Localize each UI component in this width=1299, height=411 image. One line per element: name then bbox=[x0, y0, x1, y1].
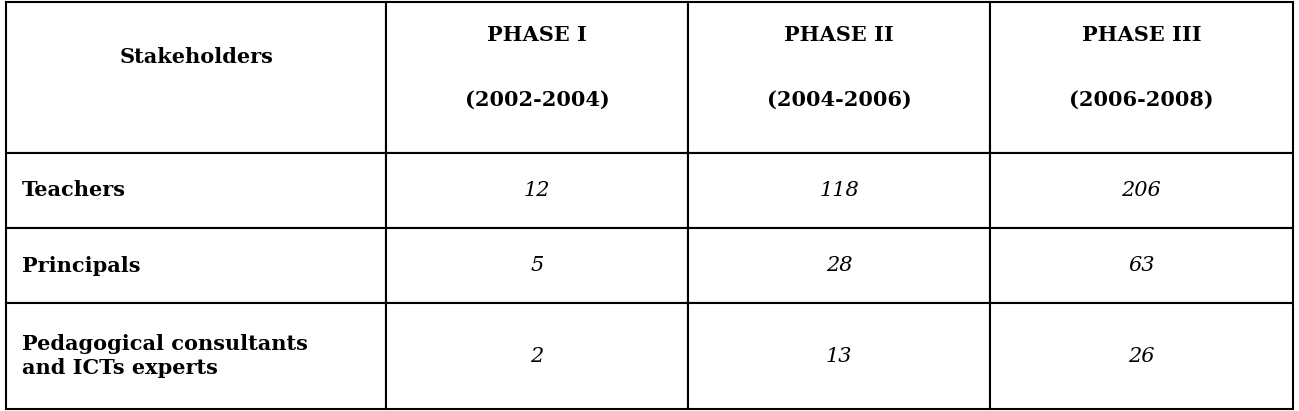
Text: (2002-2004): (2002-2004) bbox=[465, 90, 609, 110]
Bar bbox=[990, 303, 1293, 409]
Bar bbox=[386, 2, 688, 152]
Bar bbox=[990, 2, 1293, 152]
Text: PHASE II: PHASE II bbox=[785, 25, 894, 45]
Text: 26: 26 bbox=[1128, 346, 1155, 365]
Text: PHASE III: PHASE III bbox=[1082, 25, 1202, 45]
Text: Pedagogical consultants
and ICTs experts: Pedagogical consultants and ICTs experts bbox=[22, 335, 308, 378]
Text: 5: 5 bbox=[530, 256, 543, 275]
Text: PHASE I: PHASE I bbox=[487, 25, 587, 45]
Text: 63: 63 bbox=[1128, 256, 1155, 275]
Text: 13: 13 bbox=[826, 346, 852, 365]
Text: (2006-2008): (2006-2008) bbox=[1069, 90, 1213, 110]
Bar bbox=[990, 152, 1293, 228]
Bar bbox=[990, 228, 1293, 303]
Bar bbox=[688, 152, 990, 228]
Bar bbox=[6, 228, 386, 303]
Text: Principals: Principals bbox=[22, 256, 140, 275]
Bar bbox=[688, 2, 990, 152]
Bar bbox=[386, 152, 688, 228]
Text: 12: 12 bbox=[523, 181, 551, 200]
Text: 118: 118 bbox=[820, 181, 859, 200]
Bar bbox=[6, 152, 386, 228]
Bar bbox=[386, 303, 688, 409]
Text: Stakeholders: Stakeholders bbox=[120, 47, 273, 67]
Text: (2004-2006): (2004-2006) bbox=[766, 90, 912, 110]
Bar bbox=[386, 228, 688, 303]
Bar bbox=[6, 2, 386, 152]
Bar bbox=[6, 303, 386, 409]
Text: 206: 206 bbox=[1121, 181, 1161, 200]
Text: 28: 28 bbox=[826, 256, 852, 275]
Text: 2: 2 bbox=[530, 346, 543, 365]
Bar bbox=[688, 303, 990, 409]
Text: Teachers: Teachers bbox=[22, 180, 126, 200]
Bar bbox=[688, 228, 990, 303]
